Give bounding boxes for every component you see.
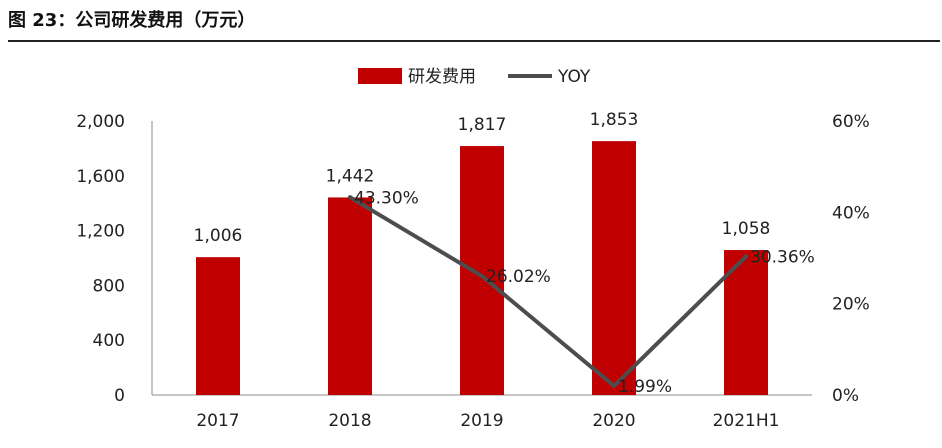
bar-2018 — [328, 197, 372, 395]
x-tick-label: 2019 — [460, 411, 503, 431]
y-left-tick-label: 800 — [93, 276, 125, 296]
y-left-tick-label: 2,000 — [76, 112, 125, 132]
line-data-labels: 43.30% 26.02% 1.99% 30.36% — [354, 188, 815, 397]
y-right-tick-label: 40% — [832, 203, 870, 223]
chart-legend: 研发费用 YOY — [358, 67, 591, 87]
bar-data-label: 1,817 — [458, 115, 507, 135]
bar-data-label: 1,442 — [326, 166, 375, 186]
x-tick-label: 2018 — [328, 411, 371, 431]
line-data-label: 26.02% — [486, 267, 551, 287]
bar-series — [196, 141, 768, 395]
bar-data-label: 1,853 — [590, 110, 639, 130]
bar-2017 — [196, 257, 240, 395]
figure-title: 图 23：公司研发费用（万元） — [8, 10, 256, 31]
bar-data-labels: 1,006 1,442 1,817 1,853 1,058 — [194, 110, 771, 246]
x-tick-label: 2017 — [196, 411, 239, 431]
x-tick-label: 2020 — [592, 411, 635, 431]
x-tick-label: 2021H1 — [713, 411, 780, 431]
line-data-label: 30.36% — [750, 247, 815, 267]
bar-data-label: 1,058 — [722, 219, 771, 239]
legend-label-line: YOY — [557, 67, 591, 87]
line-data-label: 1.99% — [618, 377, 672, 397]
bar-2020 — [592, 141, 636, 395]
y-left-tick-label: 1,200 — [76, 222, 125, 242]
bar-data-label: 1,006 — [194, 226, 243, 246]
legend-swatch-bar — [358, 68, 402, 84]
yoy-line — [348, 195, 748, 388]
line-series — [348, 195, 748, 388]
yoy-point-2018 — [348, 195, 352, 200]
chart-axes: 0 400 800 1,200 1,600 2,000 0% 20% 40% 60% 2017 201… — [76, 112, 869, 431]
yoy-point-2019 — [480, 274, 484, 279]
y-right-tick-label: 0% — [832, 386, 859, 406]
y-right-tick-label: 60% — [832, 112, 870, 132]
yoy-point-2021H1 — [744, 254, 748, 259]
y-right-tick-label: 20% — [832, 295, 870, 315]
y-left-tick-label: 400 — [93, 331, 125, 351]
bar-2019 — [460, 146, 504, 395]
y-left-tick-label: 1,600 — [76, 167, 125, 187]
title-divider — [8, 40, 940, 42]
legend-label-bar: 研发费用 — [408, 67, 476, 87]
bar-2021H1 — [724, 250, 768, 395]
yoy-point-2020 — [612, 383, 616, 388]
y-left-tick-label: 0 — [114, 386, 125, 406]
line-data-label: 43.30% — [354, 188, 419, 208]
